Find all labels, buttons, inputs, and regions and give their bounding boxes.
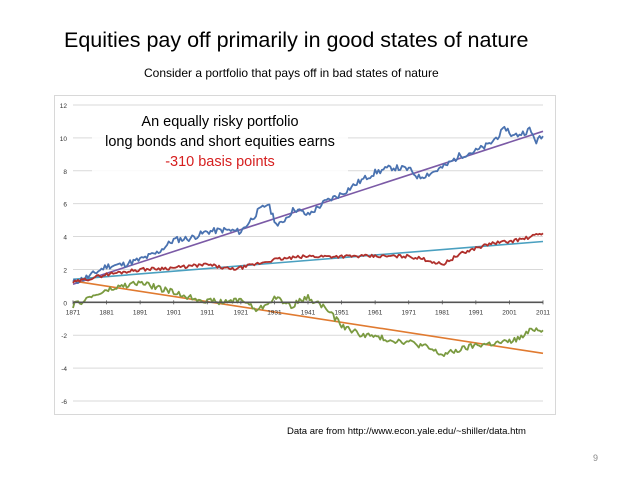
x-tick-label: 1991 (469, 309, 484, 316)
x-tick-labels: 1871 1881 1891 1901 1911 1921 1931 1941 1951 1961… (66, 300, 550, 316)
x-tick-label: 1981 (435, 309, 450, 316)
y-tick-label: 12 (60, 103, 68, 110)
x-tick-label: 1951 (334, 309, 349, 316)
data-source-note: Data are from http://www.econ.yale.edu/~… (287, 426, 526, 437)
x-tick-label: 1931 (267, 309, 282, 316)
annotation-basis-points: -310 basis points (165, 154, 275, 170)
y-tick-labels: 12 10 8 6 4 2 0 -2 -4 -6 (60, 103, 68, 406)
y-tick-label: 6 (63, 202, 67, 209)
chart-svg: 12 10 8 6 4 2 0 -2 -4 -6 1871 1881 1891 1901 1911 1921… (60, 103, 551, 406)
x-tick-label: 1961 (368, 309, 383, 316)
y-tick-label: 4 (63, 235, 67, 242)
trend-long-short-line (72, 280, 544, 355)
chart-annotation: An equally risky portfolio long bonds an… (92, 112, 348, 172)
x-tick-label: 1871 (66, 309, 81, 316)
x-tick-label: 2001 (502, 309, 517, 316)
data-series (72, 125, 544, 357)
x-tick-label: 1881 (99, 309, 114, 316)
x-tick-label: 1971 (401, 309, 416, 316)
slide-title: Equities pay off primarily in good state… (64, 28, 529, 52)
x-tick-label: 1921 (234, 309, 249, 316)
bonds-series-line (72, 232, 544, 284)
x-tick-label: 1941 (301, 309, 316, 316)
long-short-series-line (72, 280, 544, 357)
annotation-line-2: long bonds and short equities earns (105, 134, 335, 150)
page-number: 9 (593, 453, 599, 463)
equities-series-line (72, 125, 544, 284)
slide-subtitle: Consider a portfolio that pays off in ba… (144, 66, 439, 80)
x-tick-label: 1901 (166, 309, 181, 316)
y-tick-label: 0 (63, 300, 67, 307)
x-tick-label: 1891 (133, 309, 148, 316)
y-tick-label: 8 (63, 169, 67, 176)
annotation-line-1: An equally risky portfolio (141, 114, 299, 130)
x-tick-label: 2011 (536, 309, 550, 316)
trend-bonds-line (72, 240, 544, 281)
y-tick-label: -2 (61, 333, 67, 340)
y-tick-label: 2 (63, 267, 67, 274)
x-tick-label: 1911 (200, 309, 214, 316)
y-tick-label: -4 (61, 366, 67, 373)
y-tick-label: -6 (61, 399, 67, 406)
y-tick-label: 10 (60, 136, 68, 143)
